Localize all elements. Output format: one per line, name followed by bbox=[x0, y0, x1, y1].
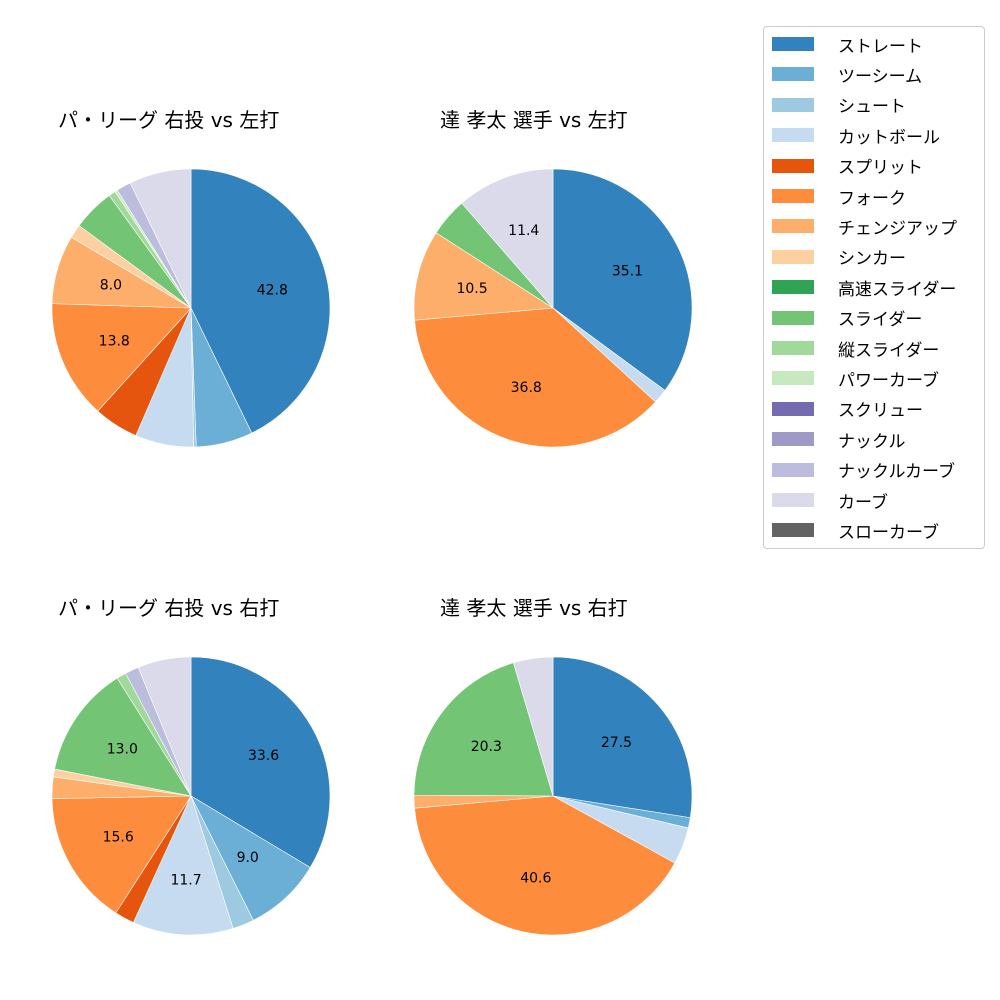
legend-swatch bbox=[772, 67, 814, 82]
pie-wedge bbox=[461, 168, 554, 309]
legend-swatch bbox=[772, 493, 814, 507]
legend-item: ツーシーム bbox=[772, 63, 923, 87]
legend-label: チェンジアップ bbox=[838, 218, 957, 239]
pie-wedge bbox=[190, 795, 311, 921]
legend-label: ツーシーム bbox=[838, 66, 923, 87]
pie-value-label: 9.0 bbox=[237, 850, 259, 866]
legend-item: 高速スライダー bbox=[772, 276, 957, 300]
pie-wedge bbox=[129, 168, 192, 309]
pie-value-label: 40.6 bbox=[520, 871, 551, 887]
legend-label: ナックル bbox=[838, 431, 906, 452]
legend: ストレートツーシームシュートカットボール スプリットフォークチェンジアップ シンカー… bbox=[763, 26, 985, 549]
pie-wedge bbox=[51, 795, 192, 914]
legend-label: ナックルカーブ bbox=[838, 462, 955, 483]
legend-swatch bbox=[772, 341, 814, 355]
pie-value-label: 11.4 bbox=[508, 223, 539, 239]
pie-wedge bbox=[413, 662, 554, 797]
pie-value-label: 15.6 bbox=[103, 830, 134, 846]
pie-value-label: 27.5 bbox=[601, 735, 632, 751]
pie-wedge bbox=[513, 656, 554, 797]
legend-label: シンカー bbox=[838, 249, 906, 270]
legend-item: カットボール bbox=[772, 124, 940, 148]
legend-item: チェンジアップ bbox=[772, 215, 957, 239]
legend-item: スクリュー bbox=[772, 398, 923, 422]
pie-wedge bbox=[414, 795, 676, 936]
legend-label: スクリュー bbox=[838, 401, 923, 422]
pie-wedge bbox=[137, 656, 192, 797]
pie-wedge bbox=[51, 303, 192, 412]
legend-item: フォーク bbox=[772, 185, 906, 209]
pie-value-label: 13.0 bbox=[107, 742, 138, 758]
chart-title-pl-rhp-vs-rhb: パ・リーグ 右投 vs 右打 bbox=[58, 596, 280, 620]
pie-wedge bbox=[133, 795, 234, 936]
legend-swatch bbox=[772, 189, 814, 203]
pie-value-label: 11.7 bbox=[170, 872, 201, 888]
legend-label: 縦スライダー bbox=[838, 340, 940, 361]
legend-item: シンカー bbox=[772, 246, 906, 270]
legend-swatch bbox=[772, 97, 814, 112]
chart-title-pl-rhp-vs-lhb: パ・リーグ 右投 vs 左打 bbox=[58, 108, 280, 132]
pie-value-label: 20.3 bbox=[471, 739, 502, 755]
legend-item: スローカーブ bbox=[772, 519, 939, 543]
pie-value-label: 42.8 bbox=[257, 282, 288, 298]
legend-swatch bbox=[772, 371, 814, 386]
legend-swatch bbox=[772, 462, 814, 477]
legend-label: カーブ bbox=[838, 492, 888, 513]
legend-label: 高速スライダー bbox=[838, 279, 957, 300]
legend-swatch bbox=[772, 523, 814, 538]
legend-item: パワーカーブ bbox=[772, 367, 939, 391]
legend-label: スプリット bbox=[838, 158, 923, 179]
legend-label: フォーク bbox=[838, 188, 906, 209]
legend-label: スローカーブ bbox=[838, 522, 939, 543]
pie-wedge bbox=[190, 656, 331, 868]
pie-value-label: 8.0 bbox=[100, 278, 122, 294]
legend-swatch bbox=[772, 158, 814, 173]
pie-wedge bbox=[190, 168, 331, 434]
legend-label: スライダー bbox=[838, 310, 923, 331]
chart-title-tatsu-vs-rhb: 達 孝太 選手 vs 右打 bbox=[440, 596, 628, 620]
legend-item: カーブ bbox=[772, 489, 888, 513]
legend-swatch bbox=[772, 432, 814, 447]
pie-value-label: 35.1 bbox=[612, 263, 643, 279]
legend-label: ストレート bbox=[838, 36, 923, 57]
pie-value-label: 33.6 bbox=[248, 748, 279, 764]
pie-value-label: 13.8 bbox=[99, 334, 130, 350]
legend-item: スプリット bbox=[772, 155, 923, 179]
legend-item: ナックルカーブ bbox=[772, 459, 955, 483]
legend-label: シュート bbox=[838, 97, 906, 118]
legend-swatch bbox=[772, 401, 814, 416]
legend-item: 縦スライダー bbox=[772, 337, 940, 361]
legend-label: パワーカーブ bbox=[838, 370, 939, 391]
legend-swatch bbox=[772, 128, 814, 143]
pie-value-label: 10.5 bbox=[456, 281, 487, 297]
legend-item: シュート bbox=[772, 94, 906, 118]
legend-item: ストレート bbox=[772, 33, 923, 57]
legend-swatch bbox=[772, 37, 814, 51]
pie-wedge bbox=[414, 307, 656, 448]
legend-swatch bbox=[772, 219, 814, 234]
legend-item: ナックル bbox=[772, 428, 906, 452]
chart-title-tatsu-vs-lhb: 達 孝太 選手 vs 左打 bbox=[440, 108, 628, 132]
pie-wedge bbox=[552, 168, 693, 391]
pie-wedge bbox=[413, 232, 554, 321]
legend-swatch bbox=[772, 280, 814, 295]
legend-item: スライダー bbox=[772, 307, 923, 331]
legend-swatch bbox=[772, 310, 814, 325]
legend-swatch bbox=[772, 249, 814, 264]
pie-value-label: 36.8 bbox=[511, 380, 542, 396]
legend-label: カットボール bbox=[838, 127, 940, 148]
pie-wedge bbox=[54, 677, 192, 797]
pie-wedge bbox=[552, 656, 693, 819]
